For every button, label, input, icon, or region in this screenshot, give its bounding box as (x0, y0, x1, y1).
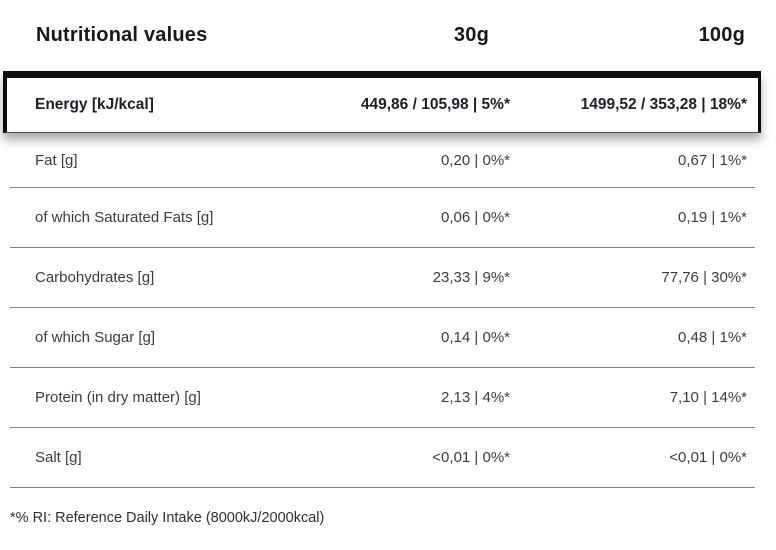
energy-row-highlight: Energy [kJ/kcal] 449,86 / 105,98 | 5%* 1… (3, 71, 761, 133)
rows: Fat [g] 0,20 | 0%* 0,67 | 1%* of which S… (10, 133, 755, 488)
row-value-30g: 0,06 | 0%* (441, 209, 510, 226)
table-row: of which Sugar [g] 0,14 | 0%* 0,48 | 1%* (10, 308, 755, 368)
row-label: of which Sugar [g] (35, 329, 156, 346)
row-value-30g: 2,13 | 4%* (441, 389, 510, 406)
row-value-30g: 0,14 | 0%* (441, 329, 510, 346)
row-value-100g: 0,48 | 1%* (678, 329, 747, 346)
table-row: of which Saturated Fats [g] 0,06 | 0%* 0… (10, 188, 755, 248)
row-label: Salt [g] (35, 449, 82, 466)
row-label: Protein (in dry matter) [g] (35, 389, 201, 406)
table-row: Fat [g] 0,20 | 0%* 0,67 | 1%* (10, 133, 755, 188)
column-header-100g: 100g (698, 23, 745, 46)
energy-value-100g: 1499,52 / 353,28 | 18%* (580, 96, 747, 113)
table-row: Carbohydrates [g] 23,33 | 9%* 77,76 | 30… (10, 248, 755, 308)
row-label: Fat [g] (35, 151, 78, 169)
row-value-100g: 0,67 | 1%* (678, 151, 747, 169)
row-label: of which Saturated Fats [g] (35, 209, 214, 226)
row-value-30g: 0,20 | 0%* (441, 151, 510, 169)
row-value-100g: <0,01 | 0%* (669, 449, 747, 466)
table-row: Salt [g] <0,01 | 0%* <0,01 | 0%* (10, 428, 755, 488)
footnote: *% RI: Reference Daily Intake (8000kJ/20… (10, 510, 325, 526)
energy-row-label: Energy [kJ/kcal] (35, 96, 154, 113)
row-value-100g: 7,10 | 14%* (669, 389, 747, 406)
row-value-100g: 0,19 | 1%* (678, 209, 747, 226)
column-header-30g: 30g (453, 23, 489, 46)
energy-value-30g: 449,86 / 105,98 | 5%* (360, 96, 510, 113)
row-value-100g: 77,76 | 30%* (661, 269, 747, 286)
row-label: Carbohydrates [g] (35, 269, 155, 286)
table-title: Nutritional values (36, 23, 208, 46)
table-row: Protein (in dry matter) [g] 2,13 | 4%* 7… (10, 368, 755, 428)
table-header: Nutritional values 30g 100g (0, 0, 776, 64)
row-value-30g: <0,01 | 0%* (432, 449, 510, 466)
row-value-30g: 23,33 | 9%* (432, 269, 510, 286)
